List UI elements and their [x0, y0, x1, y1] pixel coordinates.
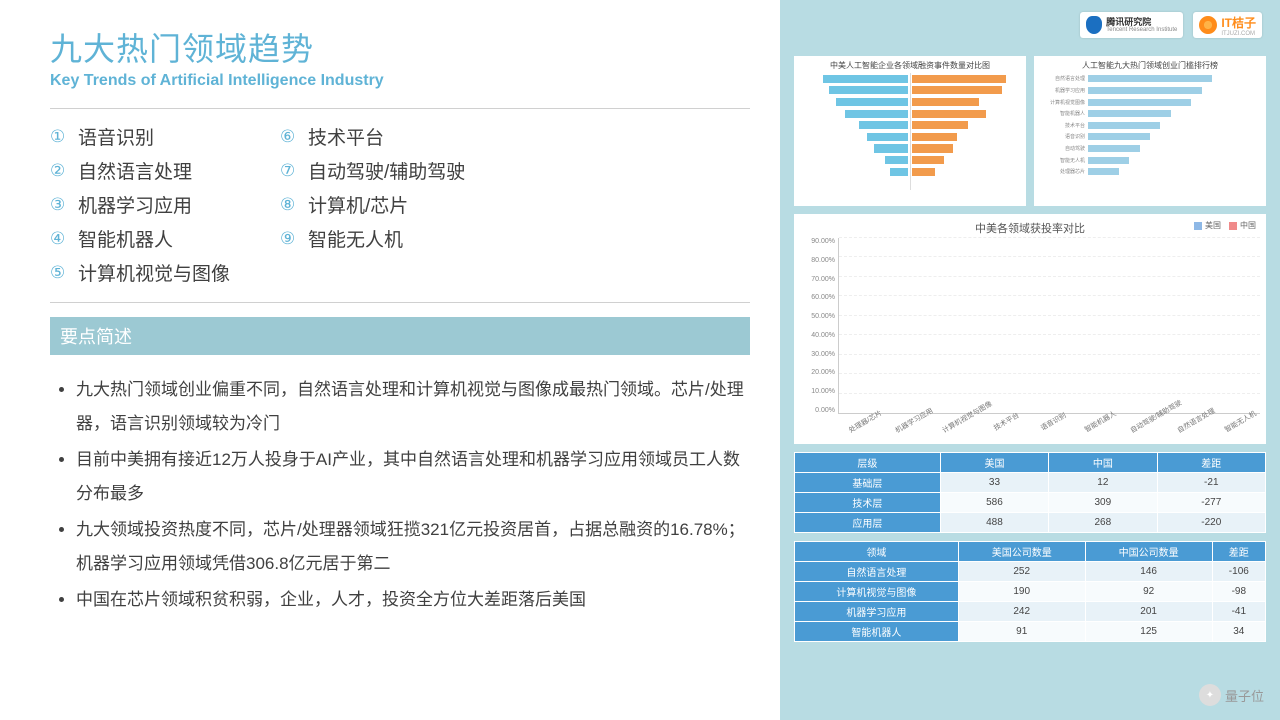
bullet-item: 九大领域投资热度不同，芯片/处理器领域狂揽321亿元投资居首，占据总融资的16.…	[76, 513, 750, 581]
bars-area	[838, 238, 1260, 414]
itjuzi-logo: IT桔子 ITJUZI.COM	[1193, 12, 1262, 38]
y-axis: 90.00%80.00%70.00%60.00%50.00%40.00%30.0…	[800, 238, 838, 442]
bullet-item: 目前中美拥有接近12万人投身于AI产业，其中自然语言处理和机器学习应用领域员工人…	[76, 443, 750, 511]
summary-bullets: 九大热门领域创业偏重不同，自然语言处理和计算机视觉与图像成最热门领域。芯片/处理…	[50, 373, 750, 617]
hbar-body: 自然语言处理机器学习应用计算机视觉图像智能机器人技术平台语音识别自动驾驶智能无人…	[1038, 73, 1262, 202]
tencent-logo: 腾讯研究院 Tencent Research Institute	[1080, 12, 1183, 38]
watermark-text: 量子位	[1225, 686, 1264, 705]
divider	[50, 108, 750, 109]
x-axis-labels: 处理器/芯片机器学习应用计算机视觉与图像技术平台语音识别智能机器人自动驾驶/辅助…	[838, 414, 1260, 442]
bullet-item: 中国在芯片领域积贫积弱，企业，人才，投资全方位大差距落后美国	[76, 583, 750, 617]
section-header: 要点简述	[50, 317, 750, 355]
page-title-cn: 九大热门领域趋势	[50, 24, 750, 70]
tencent-name-cn: 腾讯研究院	[1106, 18, 1177, 27]
main-chart-title: 中美各领域获投率对比	[975, 220, 1085, 236]
page-title-en: Key Trends of Artificial Intelligence In…	[50, 72, 750, 90]
field-item: ⑨智能无人机	[280, 225, 465, 252]
watermark: ✦ 量子位	[1199, 684, 1264, 706]
field-item: ⑧计算机/芯片	[280, 191, 465, 218]
itjuzi-name: IT桔子	[1221, 14, 1256, 31]
logo-bar: 腾讯研究院 Tencent Research Institute IT桔子 IT…	[1080, 12, 1262, 38]
wechat-icon: ✦	[1199, 684, 1221, 706]
nine-fields: ①语音识别 ②自然语言处理 ③机器学习应用 ④智能机器人 ⑤计算机视觉与图像 ⑥技术平台…	[50, 123, 750, 286]
orange-icon	[1199, 16, 1217, 34]
fields-col-left: ①语音识别 ②自然语言处理 ③机器学习应用 ④智能机器人 ⑤计算机视觉与图像	[50, 123, 230, 286]
legend-cn: 中国	[1229, 220, 1256, 231]
diverge-body	[798, 73, 1022, 202]
field-item: ⑤计算机视觉与图像	[50, 259, 230, 286]
tencent-icon	[1086, 16, 1102, 34]
main-bar-chart: 中美各领域获投率对比 美国 中国 90.00%80.00%70.00%60.00…	[794, 214, 1266, 444]
fields-col-right: ⑥技术平台 ⑦自动驾驶/辅助驾驶 ⑧计算机/芯片 ⑨智能无人机	[280, 123, 465, 286]
legend-us: 美国	[1194, 220, 1221, 231]
field-item: ①语音识别	[50, 123, 230, 150]
hbar-title: 人工智能九大热门领域创业门槛排行榜	[1038, 60, 1262, 71]
bullet-item: 九大热门领域创业偏重不同，自然语言处理和计算机视觉与图像成最热门领域。芯片/处理…	[76, 373, 750, 441]
layer-table: 层级美国中国差距基础层3312-21技术层586309-277应用层488268…	[794, 452, 1266, 533]
field-item: ⑦自动驾驶/辅助驾驶	[280, 157, 465, 184]
left-content: 九大热门领域趋势 Key Trends of Artificial Intell…	[0, 0, 780, 720]
tiny-charts-row: 中美人工智能企业各领域融资事件数量对比图 人工智能九大热门领域创业门槛排行榜 自…	[794, 56, 1266, 206]
divider-2	[50, 302, 750, 303]
diverging-chart: 中美人工智能企业各领域融资事件数量对比图	[794, 56, 1026, 206]
threshold-chart: 人工智能九大热门领域创业门槛排行榜 自然语言处理机器学习应用计算机视觉图像智能机…	[1034, 56, 1266, 206]
right-panel: 中美人工智能企业各领域融资事件数量对比图 人工智能九大热门领域创业门槛排行榜 自…	[780, 0, 1280, 720]
itjuzi-sub: ITJUZI.COM	[1221, 31, 1256, 37]
field-item: ⑥技术平台	[280, 123, 465, 150]
main-chart-legend: 美国 中国	[1194, 220, 1256, 231]
diverge-title: 中美人工智能企业各领域融资事件数量对比图	[798, 60, 1022, 71]
field-item: ②自然语言处理	[50, 157, 230, 184]
field-item: ④智能机器人	[50, 225, 230, 252]
tencent-name-en: Tencent Research Institute	[1106, 27, 1177, 33]
field-item: ③机器学习应用	[50, 191, 230, 218]
domain-table: 领域美国公司数量中国公司数量差距自然语言处理252146-106计算机视觉与图像…	[794, 541, 1266, 642]
